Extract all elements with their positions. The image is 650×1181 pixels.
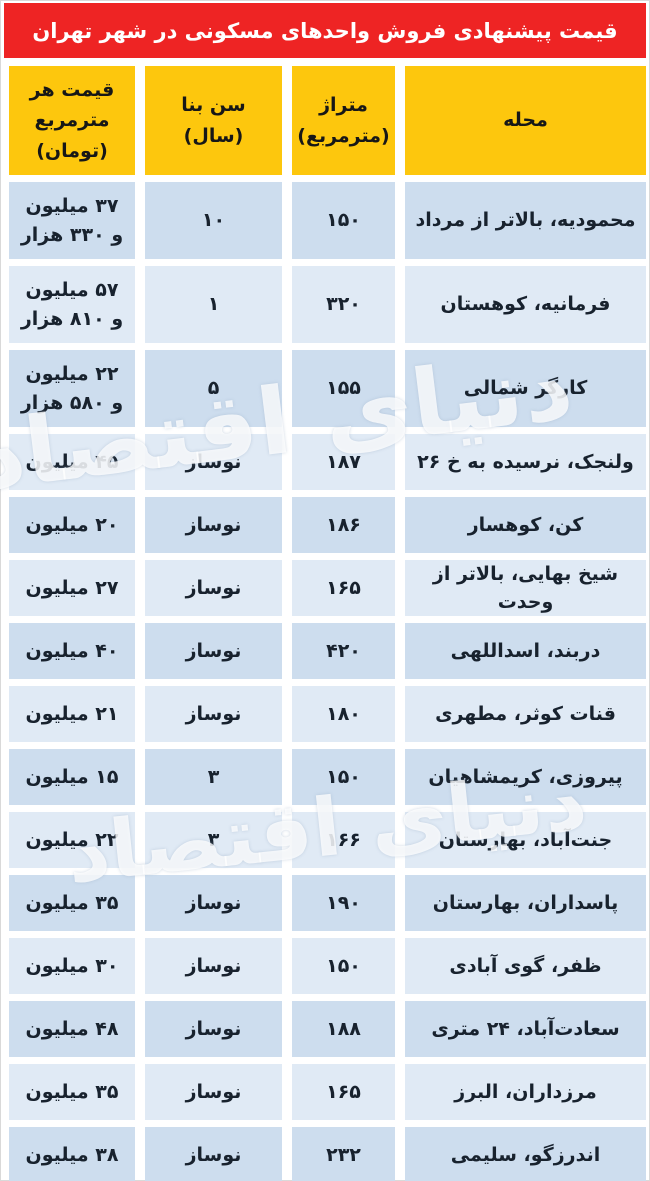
cell-age: نوساز [145,434,282,490]
cell-age: ۵ [145,350,282,427]
cell-age: نوساز [145,560,282,616]
cell-neighborhood: اندرزگو، سلیمی [405,1127,646,1181]
cell-price: ۲۲ میلیون [9,812,135,868]
cell-age: نوساز [145,1064,282,1120]
cell-area: ۱۶۵ [292,1064,395,1120]
cell-area: ۱۸۷ [292,434,395,490]
price-table: محله متراژ (مترمربع) سن بنا (سال) قیمت ه… [4,66,646,1181]
cell-neighborhood: شیخ بهایی، بالاتر از وحدت [405,560,646,616]
column-header-age: سن بنا (سال) [145,66,282,175]
cell-neighborhood: جنت‌آباد، بهارستان [405,812,646,868]
cell-area: ۱۵۰ [292,938,395,994]
cell-age: نوساز [145,497,282,553]
table-title-band: قیمت پیشنهادی فروش واحدهای مسکونی در شهر… [4,3,646,58]
cell-neighborhood: پیروزی، کریمشاهیان [405,749,646,805]
cell-price: ۳۵ میلیون [9,875,135,931]
cell-price: ۱۵ میلیون [9,749,135,805]
cell-neighborhood: مرزداران، البرز [405,1064,646,1120]
cell-neighborhood: کن، کوهسار [405,497,646,553]
cell-price: ۳۷ میلیون و ۳۳۰ هزار [9,182,135,259]
cell-area: ۲۳۲ [292,1127,395,1181]
cell-area: ۴۲۰ [292,623,395,679]
cell-area: ۱۵۰ [292,749,395,805]
cell-price: ۵۷ میلیون و ۸۱۰ هزار [9,266,135,343]
cell-area: ۱۵۵ [292,350,395,427]
cell-price: ۴۸ میلیون [9,1001,135,1057]
cell-neighborhood: فرمانیه، کوهستان [405,266,646,343]
cell-neighborhood: ولنجک، نرسیده به خ ۲۶ [405,434,646,490]
cell-area: ۱۹۰ [292,875,395,931]
column-header-area: متراژ (مترمربع) [292,66,395,175]
cell-age: ۳ [145,749,282,805]
cell-neighborhood: محمودیه، بالاتر از مرداد [405,182,646,259]
cell-age: نوساز [145,1001,282,1057]
table-title: قیمت پیشنهادی فروش واحدهای مسکونی در شهر… [32,18,618,43]
cell-neighborhood: قنات کوثر، مطهری [405,686,646,742]
cell-age: نوساز [145,623,282,679]
cell-price: ۳۸ میلیون [9,1127,135,1181]
cell-area: ۱۶۵ [292,560,395,616]
cell-price: ۴۰ میلیون [9,623,135,679]
cell-neighborhood: ظفر، گوی آبادی [405,938,646,994]
cell-area: ۱۸۰ [292,686,395,742]
cell-price: ۴۵ میلیون [9,434,135,490]
cell-age: نوساز [145,1127,282,1181]
cell-age: ۱ [145,266,282,343]
cell-area: ۱۸۸ [292,1001,395,1057]
cell-area: ۱۵۰ [292,182,395,259]
cell-age: ۱۰ [145,182,282,259]
cell-neighborhood: پاسداران، بهارستان [405,875,646,931]
cell-price: ۲۱ میلیون [9,686,135,742]
cell-price: ۲۲ میلیون و ۵۸۰ هزار [9,350,135,427]
cell-price: ۳۰ میلیون [9,938,135,994]
cell-age: ۳ [145,812,282,868]
cell-neighborhood: دربند، اسداللهی [405,623,646,679]
column-header-price: قیمت هر مترمربع (تومان) [9,66,135,175]
cell-price: ۲۰ میلیون [9,497,135,553]
cell-area: ۱۶۶ [292,812,395,868]
cell-age: نوساز [145,938,282,994]
cell-neighborhood: سعادت‌آباد، ۲۴ متری [405,1001,646,1057]
column-header-neighborhood: محله [405,66,646,175]
cell-price: ۳۵ میلیون [9,1064,135,1120]
cell-neighborhood: کارگر شمالی [405,350,646,427]
cell-price: ۲۷ میلیون [9,560,135,616]
cell-area: ۳۲۰ [292,266,395,343]
cell-age: نوساز [145,875,282,931]
cell-area: ۱۸۶ [292,497,395,553]
cell-age: نوساز [145,686,282,742]
